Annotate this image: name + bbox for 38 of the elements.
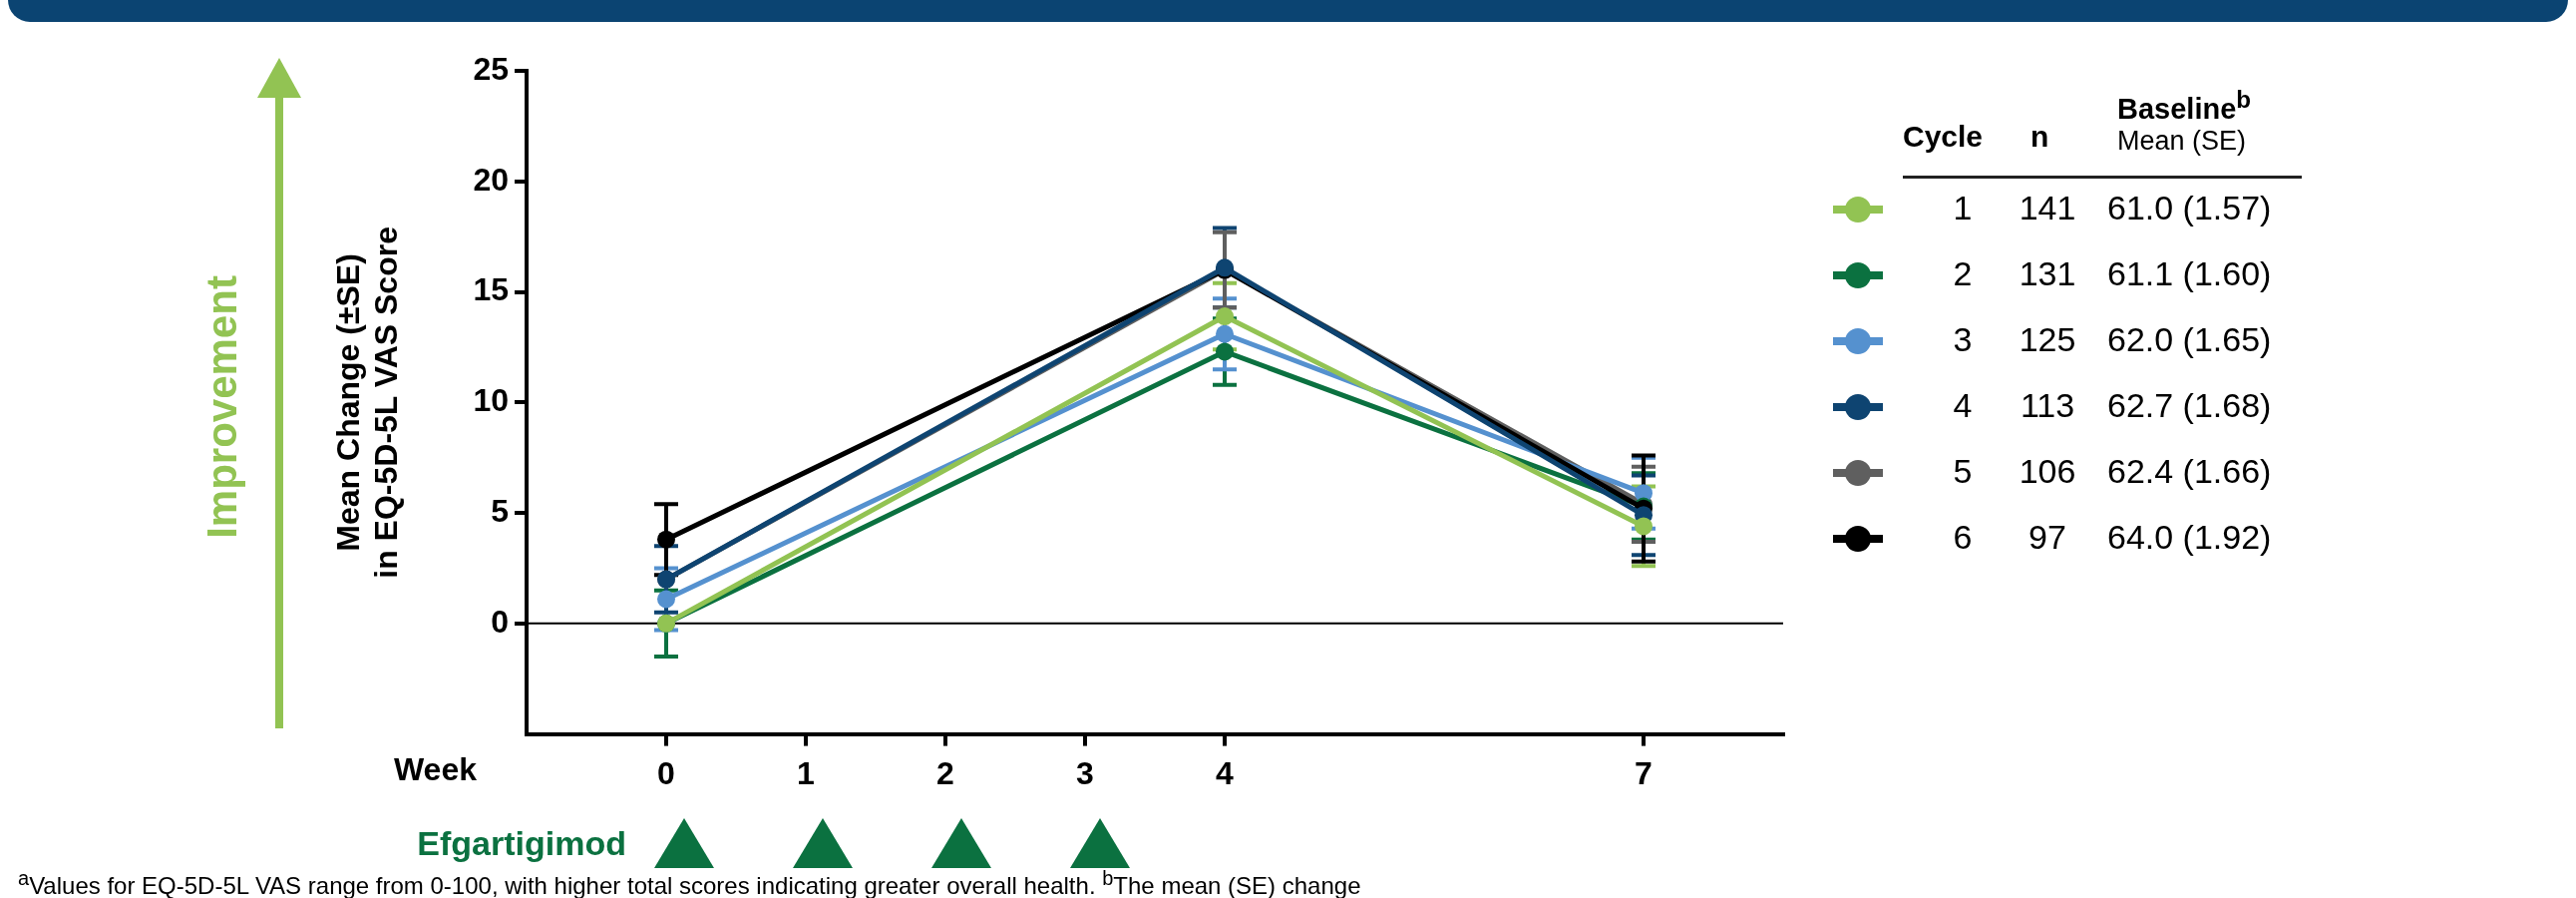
x-axis-title: Week [393,751,478,788]
legend-label: 3 [1952,320,1974,359]
y-tick-label: 10 [473,382,509,419]
x-tick-label: 0 [657,754,675,791]
text: 131 [2018,254,2077,293]
text: 113 [2019,386,2076,425]
text: 106 [2018,452,2077,491]
x-tick-label: 4 [1216,754,1235,791]
y-tick-label: 25 [473,51,509,88]
legend-title: Cycle [1903,120,1984,154]
legend-label: 6 [1952,518,1974,557]
y-tick-label: 0 [491,603,509,640]
x-tick-label: 2 [936,754,954,791]
text: 97 [2027,518,2067,557]
x-tick-label: 1 [797,754,815,791]
y-axis-title: Mean Change (±SE) in EQ-5D-5L VAS Score [330,226,405,579]
text: 62.0 (1.65) [2107,320,2272,359]
text: 125 [2018,320,2077,359]
legend-label: 2 [1952,254,1974,293]
x-tick-label: 3 [1076,754,1094,791]
y-tick-label: 20 [473,161,509,198]
text: Baseline$^{b}$ [2117,86,2252,126]
text: 64.0 (1.92) [2107,518,2272,557]
text: Improvement [198,275,246,539]
text: n [2030,120,2049,154]
text: Efgartigimod [417,824,626,863]
text: 62.4 (1.66) [2107,452,2272,491]
text: 141 [2018,189,2077,227]
y-tick-label: 5 [491,492,509,529]
text: 61.1 (1.60) [2107,254,2272,293]
text: Mean (SE) [2117,126,2247,157]
legend-label: 4 [1952,386,1974,425]
x-tick-label: 7 [1635,754,1653,791]
legend-label: 1 [1952,189,1974,227]
text: 62.7 (1.68) [2107,386,2272,425]
y-tick-label: 15 [473,271,509,308]
text: 61.0 (1.57) [2107,189,2272,227]
legend-label: 5 [1952,452,1974,491]
